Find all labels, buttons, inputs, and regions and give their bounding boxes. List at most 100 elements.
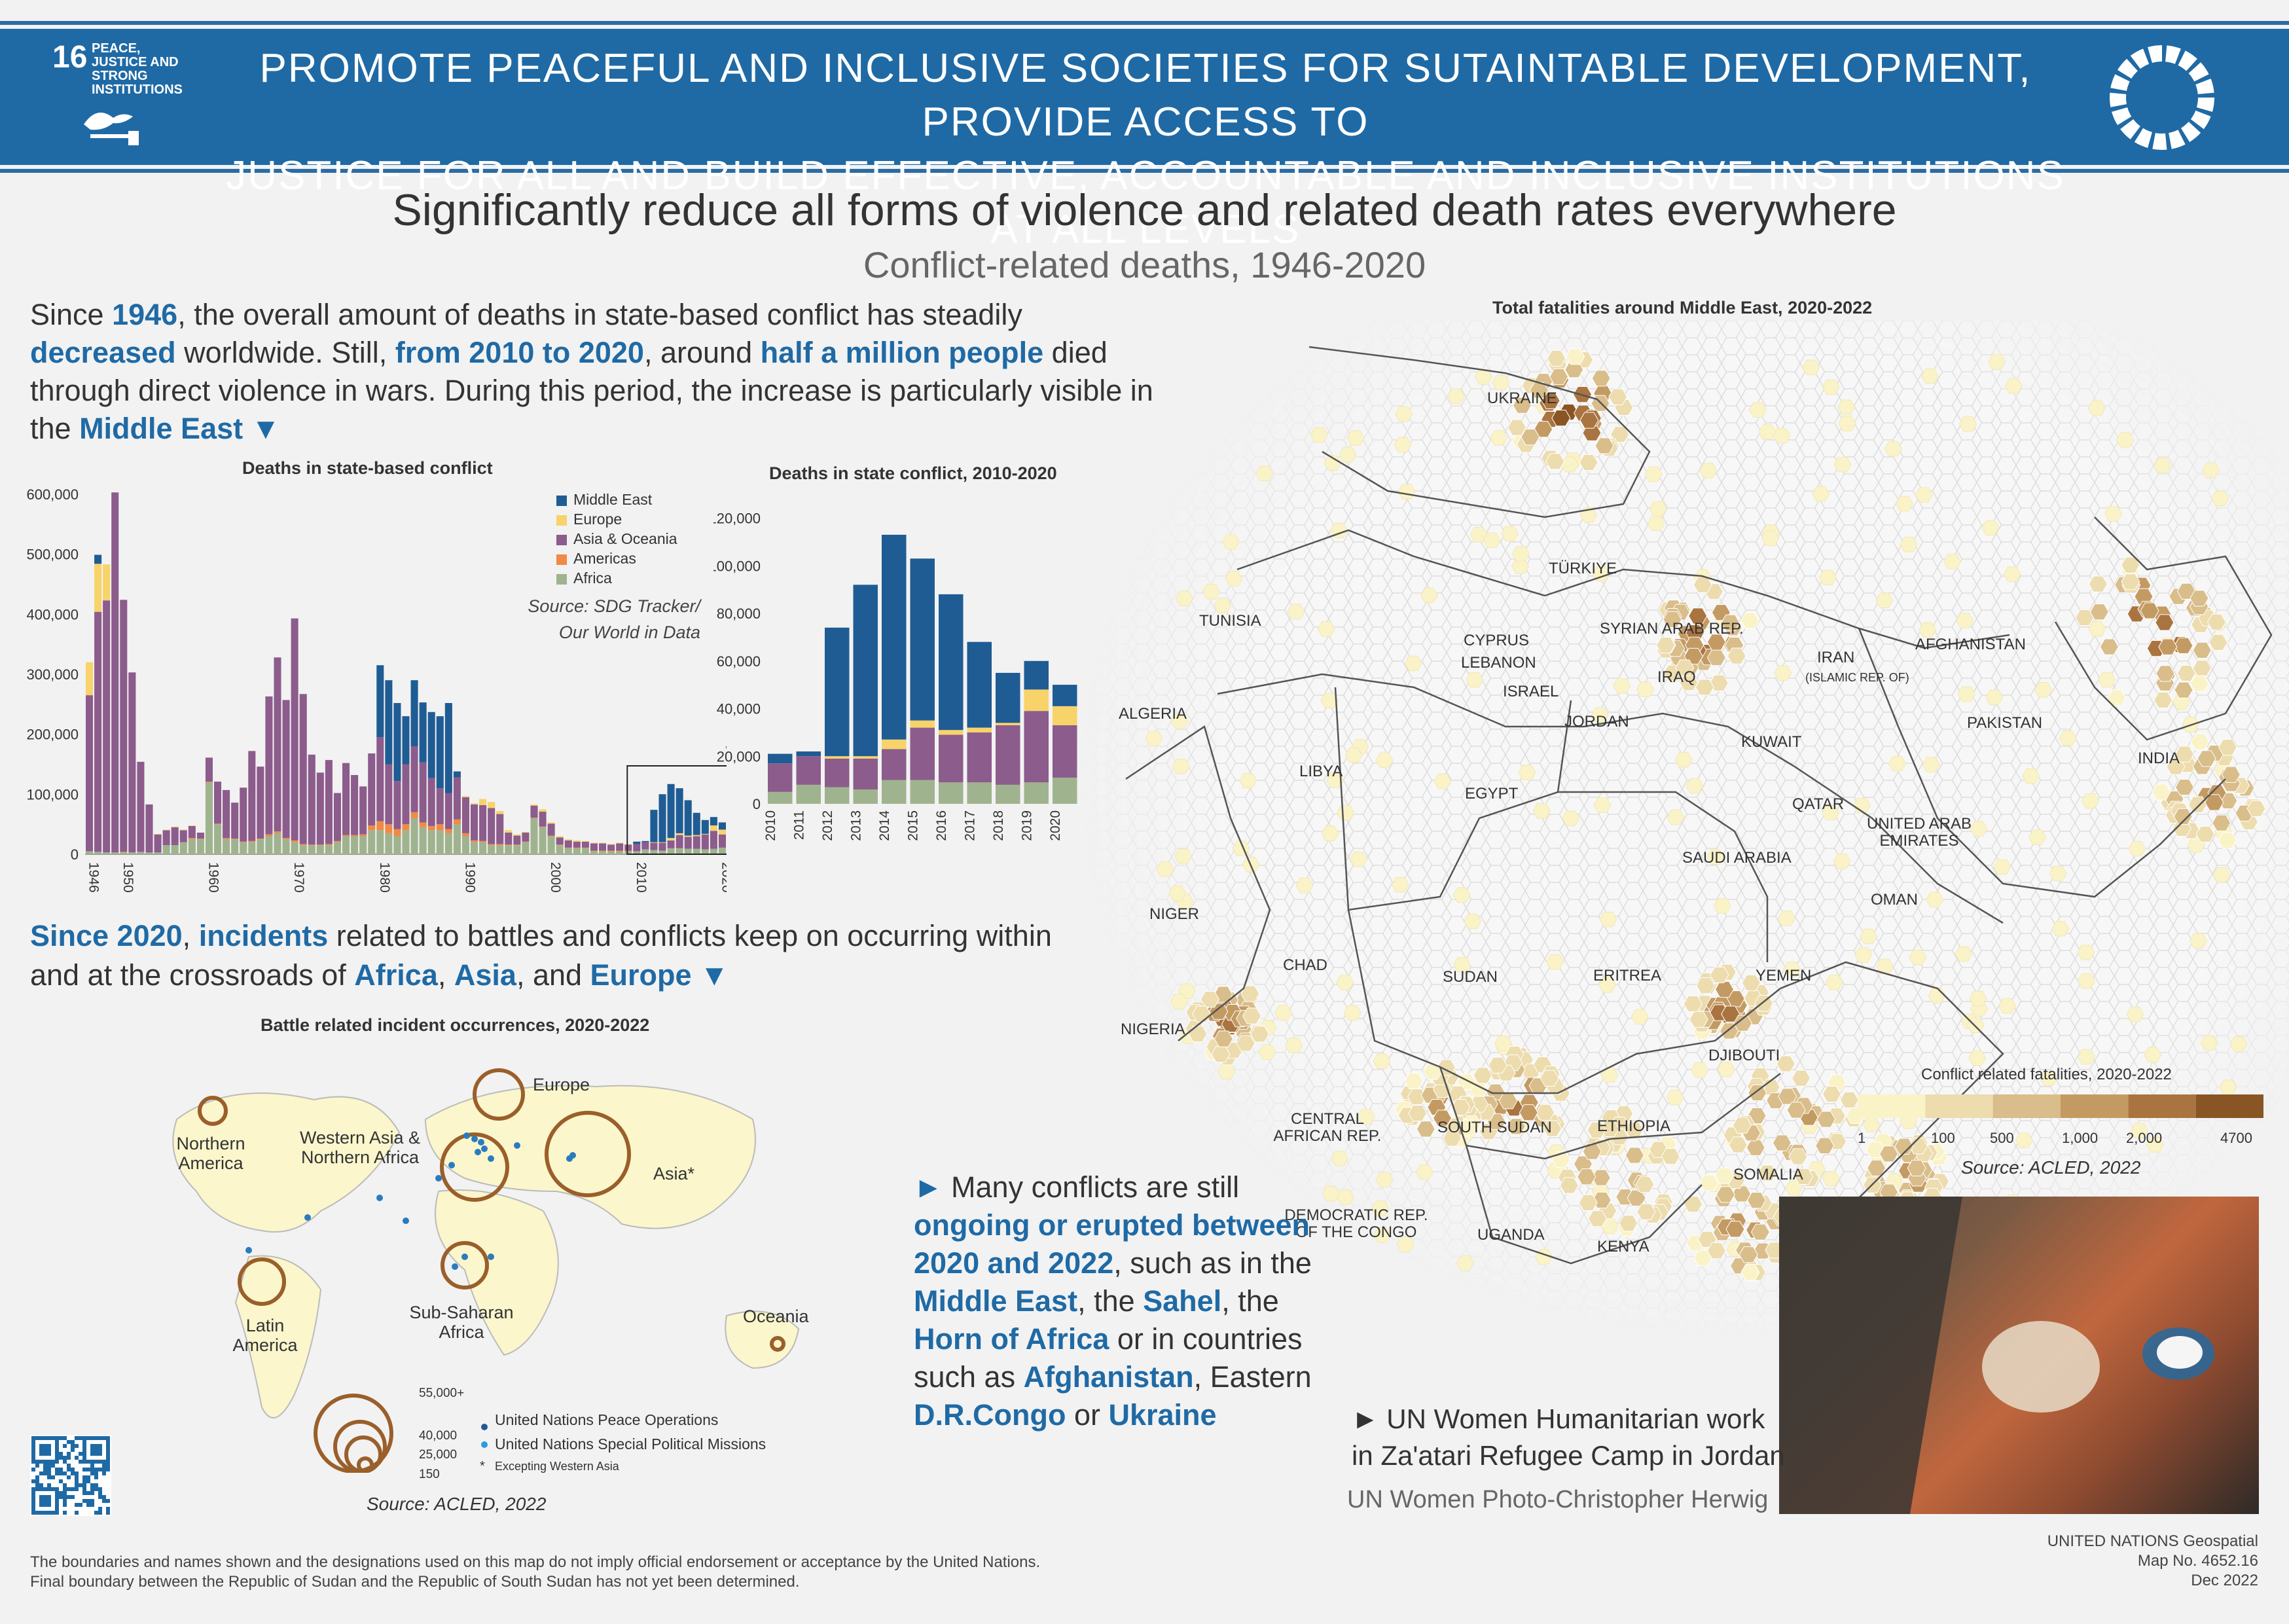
- bar-segment: [513, 835, 521, 845]
- bar-segment: [522, 842, 530, 854]
- me-hex-cell: [1407, 1088, 1427, 1106]
- qr-module: [82, 1452, 86, 1456]
- qr-module: [86, 1460, 90, 1464]
- bar-segment: [658, 794, 666, 842]
- qr-module: [39, 1487, 43, 1491]
- me-hex-cell: [2208, 634, 2228, 651]
- bar-segment: [599, 842, 607, 844]
- intro-text: , around: [643, 336, 761, 369]
- bar-segment: [299, 694, 307, 844]
- bar-segment: [667, 848, 675, 854]
- me-hex-cell: [1200, 991, 1220, 1008]
- bar-segment: [676, 848, 683, 854]
- qr-module: [31, 1487, 35, 1491]
- me-border-line: [1858, 628, 2226, 898]
- me-legend-scale: [1858, 1094, 2263, 1118]
- me-hex-cell: [1168, 885, 1187, 901]
- x-tick-label: 2016: [934, 810, 949, 841]
- y-tick-label: 120,000: [713, 511, 761, 527]
- me-hex-cell: [1688, 607, 1708, 624]
- me-hex-cell: [1838, 416, 1856, 431]
- bar-segment: [316, 772, 324, 845]
- bar-segment: [282, 700, 290, 839]
- me-hex-cell: [1758, 424, 1776, 440]
- bar-segment: [967, 732, 992, 783]
- me-hex-cell: [1661, 1147, 1680, 1165]
- bar-segment: [939, 782, 964, 804]
- bar-segment: [496, 814, 504, 844]
- qr-module: [47, 1487, 51, 1491]
- bar-segment: [299, 844, 307, 846]
- bar-segment: [650, 850, 658, 854]
- me-hex-cell: [1754, 995, 1774, 1012]
- bar-segment: [385, 824, 393, 833]
- me-hex-cell: [1894, 1138, 1914, 1155]
- me-legend-tick: 500: [1990, 1130, 2014, 1146]
- qr-module: [43, 1464, 47, 1468]
- me-border-line: [1308, 346, 1651, 518]
- me-hex-cell: [1833, 457, 1852, 473]
- qr-module: [55, 1491, 59, 1495]
- worldmap-source: Source: ACLED, 2022: [367, 1494, 547, 1514]
- bar-segment: [86, 695, 94, 852]
- bar-segment: [103, 600, 111, 853]
- qr-module: [35, 1511, 39, 1515]
- arrow-icon: ►: [914, 1170, 952, 1204]
- qr-module: [43, 1499, 47, 1503]
- me-hex-cell: [1631, 1009, 1649, 1024]
- me-hex-cell: [1295, 877, 1314, 893]
- me-hex-cell: [1649, 501, 1667, 517]
- qr-module: [47, 1499, 51, 1503]
- me-hex-cell: [1408, 1105, 1428, 1122]
- chart-right-title: Deaths in state conflict, 2010-2020: [769, 463, 1057, 483]
- bar-segment: [162, 829, 170, 831]
- qr-module: [55, 1440, 59, 1444]
- me-hex-cell: [1551, 409, 1571, 427]
- me-hex-cell: [1404, 1072, 1424, 1089]
- me-hex-cell: [1357, 1109, 1375, 1125]
- me-hex-cell: [1506, 1118, 1526, 1135]
- bar-segment: [351, 835, 359, 837]
- qr-module: [63, 1499, 67, 1503]
- qr-module: [94, 1460, 98, 1464]
- me-border-line: [2054, 516, 2273, 741]
- bar-segment: [768, 763, 793, 792]
- qr-module: [51, 1511, 55, 1515]
- x-tick-label: 2010: [634, 862, 649, 893]
- bar-segment: [573, 841, 581, 848]
- me-hex-cell: [1598, 977, 1616, 993]
- section2-text: related to battles and conflicts keep on…: [30, 919, 1052, 992]
- bar-segment: [179, 842, 187, 854]
- me-hex-cell: [1500, 526, 1519, 542]
- me-hex-cell: [2212, 814, 2231, 831]
- me-hex-cell: [1746, 1191, 1767, 1209]
- qr-module: [106, 1440, 110, 1444]
- me-country-label: TUNISIA: [1199, 612, 1261, 630]
- qr-module: [82, 1456, 86, 1460]
- me-hex-cell: [1691, 1062, 1709, 1078]
- qr-module: [106, 1456, 110, 1460]
- me-hex-cell: [1685, 778, 1704, 794]
- size-legend-150: [357, 1456, 374, 1473]
- me-country-label: SOUTH SUDAN: [1437, 1119, 1552, 1136]
- chart-right: 0 20,000 40,000 60,000 80,000 100,000 120,000 2…: [713, 511, 1077, 841]
- x-tick-label: 2000: [548, 862, 563, 893]
- bar-segment: [453, 777, 461, 820]
- me-country-label: CYPRUS: [1464, 632, 1530, 649]
- me-country-label: INDIA: [2138, 749, 2180, 767]
- qr-module: [90, 1452, 94, 1456]
- me-hex-cell: [1375, 1172, 1394, 1187]
- me-hex-cell: [1321, 825, 1339, 842]
- me-hex-cell: [1740, 612, 1760, 629]
- bar-segment: [436, 716, 444, 789]
- bar-segment: [547, 822, 555, 824]
- qr-code[interactable]: [30, 1435, 111, 1516]
- right-highlight: Afghanistan: [1023, 1360, 1194, 1394]
- legend-item: Africa: [556, 568, 677, 588]
- qr-module: [102, 1471, 106, 1475]
- banner-title: PROMOTE PEACEFUL AND INCLUSIVE SOCIETIES…: [216, 42, 2075, 257]
- footer-map-number: Map No. 4652.16: [2137, 1552, 2258, 1570]
- qr-module: [94, 1452, 98, 1456]
- me-hex-cell: [1391, 876, 1409, 893]
- bar-segment: [796, 751, 821, 757]
